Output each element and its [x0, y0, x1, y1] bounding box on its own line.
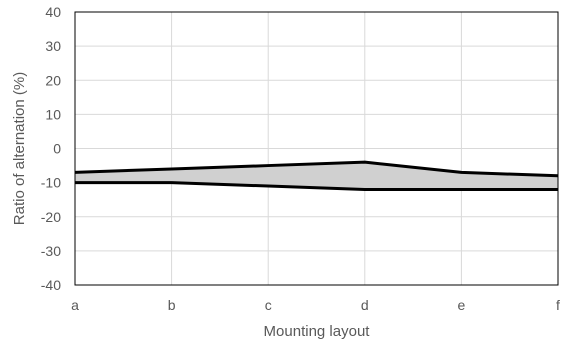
- y-tick-label: 10: [45, 106, 61, 122]
- y-tick-label: 40: [45, 4, 61, 20]
- series-lines: [74, 160, 559, 191]
- y-tick-labels: 40 30 20 10 0 -10 -20 -30 -40: [41, 4, 61, 293]
- y-tick-label: -40: [41, 277, 61, 293]
- x-tick-label: d: [361, 297, 369, 313]
- x-tick-label: e: [458, 297, 466, 313]
- y-tick-label: 30: [45, 38, 61, 54]
- y-tick-label: -20: [41, 209, 61, 225]
- range-band: [75, 162, 558, 190]
- x-tick-labels: a b c d e f: [71, 297, 560, 313]
- x-tick-label: f: [556, 297, 560, 313]
- y-tick-label: -30: [41, 243, 61, 259]
- gridlines: [74, 11, 559, 286]
- y-tick-label: -10: [41, 175, 61, 191]
- x-tick-label: a: [71, 297, 79, 313]
- series-line-2: [75, 181, 558, 191]
- y-tick-label: 0: [53, 141, 61, 157]
- x-tick-label: c: [265, 297, 272, 313]
- y-tick-label: 20: [45, 72, 61, 88]
- x-tick-label: b: [168, 297, 176, 313]
- x-axis-title: Mounting layout: [264, 323, 371, 340]
- series-line-1: [74, 160, 559, 178]
- y-axis-title: Ratio of alternation (%): [11, 72, 28, 225]
- plot-area-frame: [74, 11, 559, 286]
